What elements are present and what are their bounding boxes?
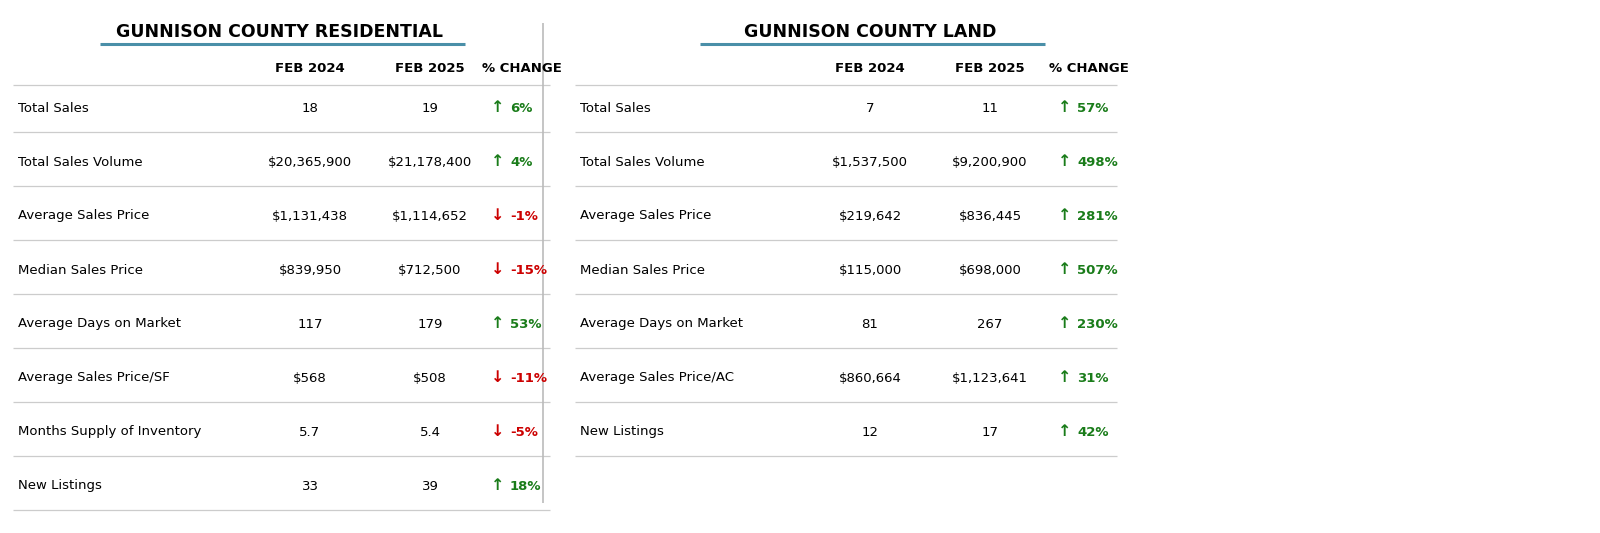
Text: ↑: ↑ <box>1058 262 1072 278</box>
Text: ↑: ↑ <box>1058 424 1072 440</box>
Text: Months Supply of Inventory: Months Supply of Inventory <box>18 425 202 439</box>
Text: ↑: ↑ <box>491 317 504 332</box>
Text: New Listings: New Listings <box>579 425 664 439</box>
Text: Average Sales Price/SF: Average Sales Price/SF <box>18 372 170 384</box>
Text: GUNNISON COUNTY RESIDENTIAL: GUNNISON COUNTY RESIDENTIAL <box>117 23 443 41</box>
Text: 179: 179 <box>418 318 443 330</box>
Text: FEB 2025: FEB 2025 <box>955 61 1026 75</box>
Text: $115,000: $115,000 <box>838 263 902 277</box>
Text: $698,000: $698,000 <box>958 263 1021 277</box>
Text: % CHANGE: % CHANGE <box>1048 61 1128 75</box>
Text: FEB 2024: FEB 2024 <box>275 61 346 75</box>
Text: 42%: 42% <box>1077 425 1109 439</box>
Text: ↓: ↓ <box>491 208 504 223</box>
Text: $1,131,438: $1,131,438 <box>272 209 349 222</box>
Text: ↑: ↑ <box>1058 208 1072 223</box>
Text: ↓: ↓ <box>491 370 504 385</box>
Text: 17: 17 <box>981 425 998 439</box>
Text: 498%: 498% <box>1077 156 1118 168</box>
Text: -11%: -11% <box>510 372 547 384</box>
Text: Average Sales Price/AC: Average Sales Price/AC <box>579 372 734 384</box>
Text: 281%: 281% <box>1077 209 1118 222</box>
Text: 267: 267 <box>978 318 1003 330</box>
Text: 31%: 31% <box>1077 372 1109 384</box>
Text: $712,500: $712,500 <box>398 263 462 277</box>
Text: -15%: -15% <box>510 263 547 277</box>
Text: $9,200,900: $9,200,900 <box>952 156 1027 168</box>
Text: ↑: ↑ <box>491 155 504 169</box>
Text: ↑: ↑ <box>1058 101 1072 116</box>
Text: Average Days on Market: Average Days on Market <box>579 318 742 330</box>
Text: Total Sales: Total Sales <box>18 101 88 115</box>
Text: 57%: 57% <box>1077 101 1109 115</box>
Text: 5.7: 5.7 <box>299 425 320 439</box>
Text: $1,537,500: $1,537,500 <box>832 156 909 168</box>
Text: Median Sales Price: Median Sales Price <box>18 263 142 277</box>
Text: % CHANGE: % CHANGE <box>482 61 562 75</box>
Text: -1%: -1% <box>510 209 538 222</box>
Text: $568: $568 <box>293 372 326 384</box>
Text: 18: 18 <box>301 101 318 115</box>
Text: 18%: 18% <box>510 480 541 492</box>
Text: $508: $508 <box>413 372 446 384</box>
Text: 11: 11 <box>981 101 998 115</box>
Text: $21,178,400: $21,178,400 <box>387 156 472 168</box>
Text: 117: 117 <box>298 318 323 330</box>
Text: $860,664: $860,664 <box>838 372 901 384</box>
Text: $1,123,641: $1,123,641 <box>952 372 1027 384</box>
Text: New Listings: New Listings <box>18 480 102 492</box>
Text: Total Sales Volume: Total Sales Volume <box>18 156 142 168</box>
Text: FEB 2024: FEB 2024 <box>835 61 906 75</box>
Text: 12: 12 <box>861 425 878 439</box>
Text: ↑: ↑ <box>491 479 504 494</box>
Text: $1,114,652: $1,114,652 <box>392 209 467 222</box>
Text: 53%: 53% <box>510 318 541 330</box>
Text: $219,642: $219,642 <box>838 209 902 222</box>
Text: Average Days on Market: Average Days on Market <box>18 318 181 330</box>
Text: Median Sales Price: Median Sales Price <box>579 263 706 277</box>
Text: $839,950: $839,950 <box>278 263 341 277</box>
Text: 19: 19 <box>421 101 438 115</box>
Text: 6%: 6% <box>510 101 533 115</box>
Text: 81: 81 <box>861 318 878 330</box>
Text: 39: 39 <box>421 480 438 492</box>
Text: 230%: 230% <box>1077 318 1118 330</box>
Text: Total Sales: Total Sales <box>579 101 651 115</box>
Text: ↓: ↓ <box>491 262 504 278</box>
Text: $836,445: $836,445 <box>958 209 1021 222</box>
Text: Average Sales Price: Average Sales Price <box>579 209 712 222</box>
Text: Total Sales Volume: Total Sales Volume <box>579 156 704 168</box>
Text: 5.4: 5.4 <box>419 425 440 439</box>
Text: ↑: ↑ <box>1058 317 1072 332</box>
Text: 507%: 507% <box>1077 263 1118 277</box>
Text: FEB 2025: FEB 2025 <box>395 61 466 75</box>
Text: 4%: 4% <box>510 156 533 168</box>
Text: ↑: ↑ <box>491 101 504 116</box>
Text: Average Sales Price: Average Sales Price <box>18 209 149 222</box>
Text: ↑: ↑ <box>1058 155 1072 169</box>
Text: $20,365,900: $20,365,900 <box>267 156 352 168</box>
Text: 33: 33 <box>301 480 318 492</box>
Text: -5%: -5% <box>510 425 538 439</box>
Text: GUNNISON COUNTY LAND: GUNNISON COUNTY LAND <box>744 23 997 41</box>
Text: ↑: ↑ <box>1058 370 1072 385</box>
Text: 7: 7 <box>866 101 874 115</box>
Text: ↓: ↓ <box>491 424 504 440</box>
